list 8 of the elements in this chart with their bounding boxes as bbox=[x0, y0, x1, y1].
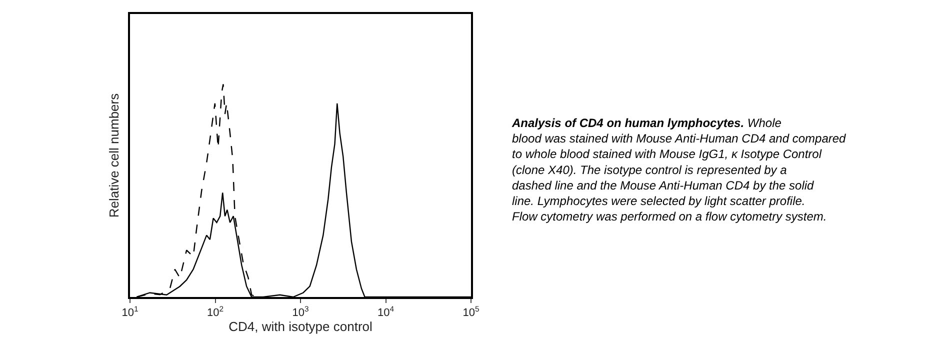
x-axis-title: CD4, with isotype control bbox=[228, 319, 372, 334]
x-tick-label: 10$^{1}$ bbox=[122, 304, 138, 320]
text: Analysis of CD4 on human lymphocytes. bbox=[511, 116, 744, 130]
x-tick-label: 10$^{3}$ bbox=[292, 304, 309, 320]
x-tick-label: 10$^{4}$ bbox=[377, 304, 395, 320]
x-tick-label: 10$^{5}$ bbox=[462, 304, 480, 320]
x-tick-label: 10$^{2}$ bbox=[206, 304, 224, 320]
y-axis-title: Relative cell numbers bbox=[106, 92, 122, 218]
